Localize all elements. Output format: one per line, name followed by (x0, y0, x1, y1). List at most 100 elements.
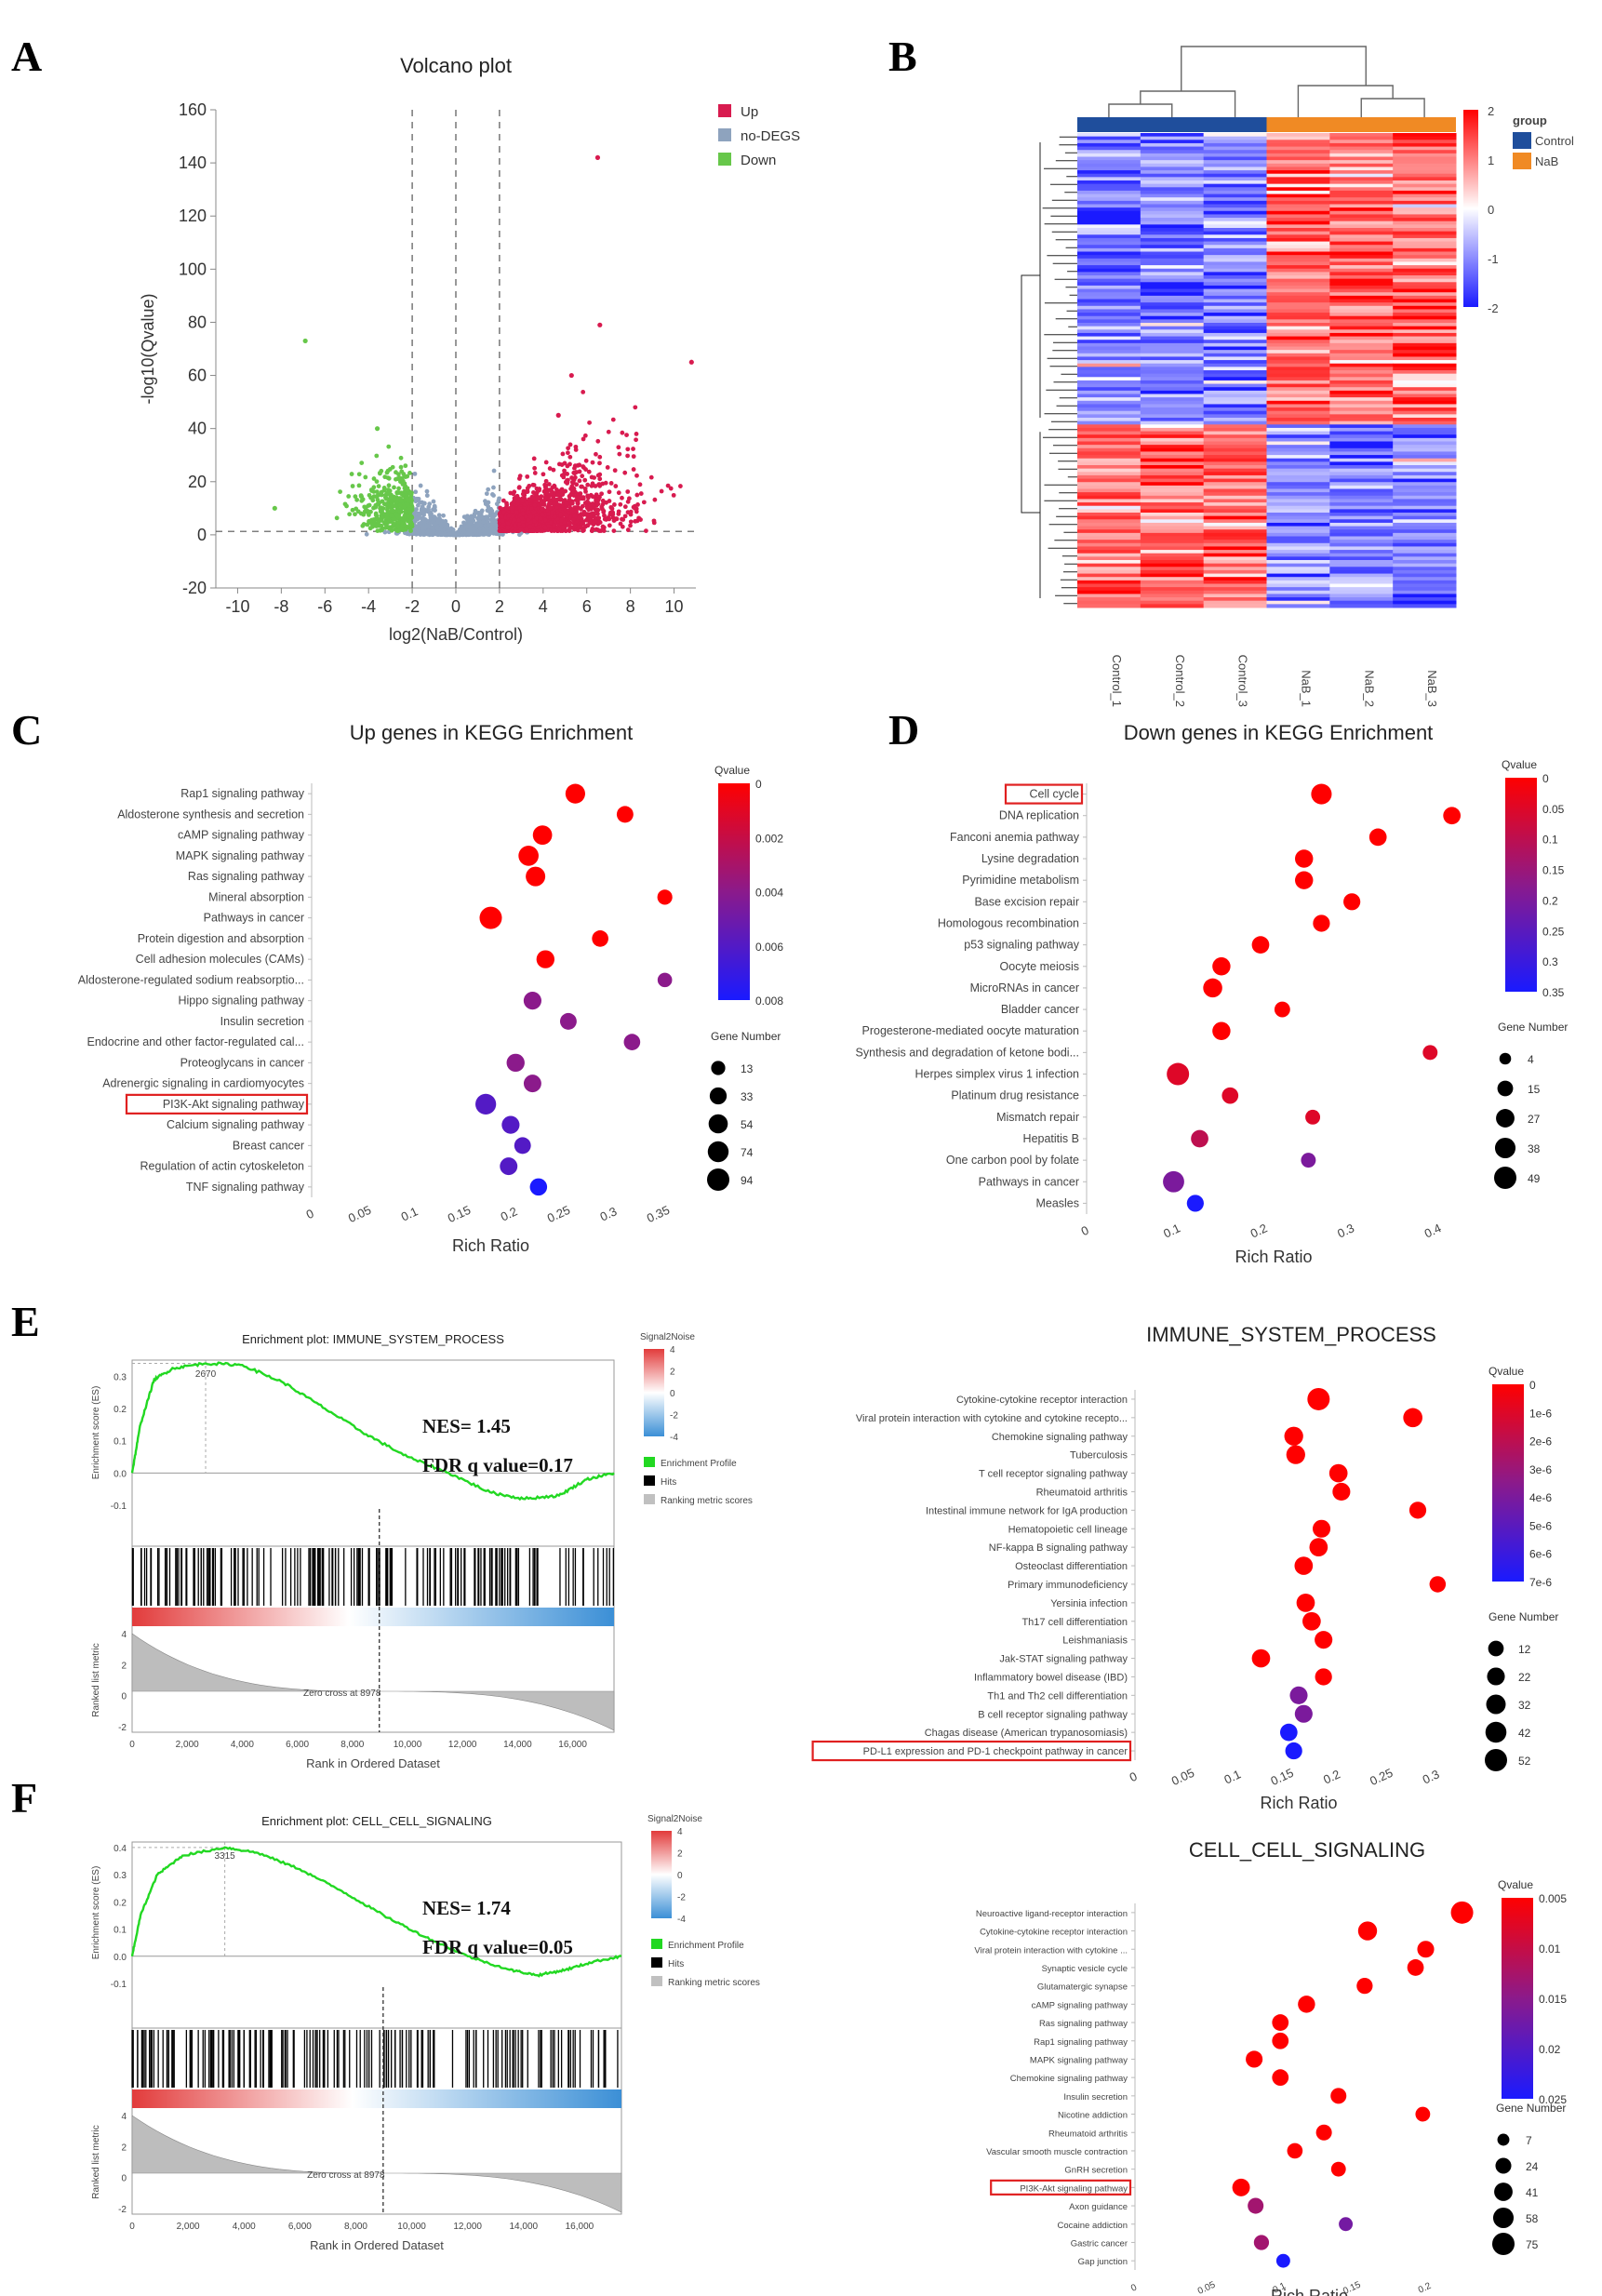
gsea-immune-plot: Enrichment plot: IMMUNE_SYSTEM_PROCESS0.… (91, 1332, 753, 1770)
group-legend-swatch (1513, 153, 1531, 169)
heatmap-cell (1203, 360, 1267, 365)
heatmap-cell (1140, 390, 1205, 394)
heatmap-cell (1393, 424, 1457, 429)
heatmap-cell (1329, 278, 1394, 283)
heatmap-cell (1393, 197, 1457, 202)
heatmap-cell (1077, 258, 1141, 262)
heatmap-cell (1203, 540, 1267, 544)
heatmap-cell (1077, 268, 1141, 273)
heatmap-cell (1329, 251, 1394, 256)
qvalue-title: Qvalue (1489, 1365, 1524, 1378)
rank-tick: 0 (129, 2222, 135, 2232)
heatmap-cell (1393, 140, 1457, 144)
point-up (651, 518, 657, 524)
heatmap-cell (1140, 522, 1205, 527)
heatmap-cell (1266, 370, 1330, 375)
x-tick-label: 0.3 (1335, 1221, 1356, 1240)
heatmap-cell (1329, 540, 1394, 544)
heatmap-cell (1140, 492, 1205, 497)
heatmap-cell (1393, 265, 1457, 270)
heatmap-cell (1266, 468, 1330, 473)
point-up (569, 525, 575, 530)
heatmap-cell (1077, 515, 1141, 520)
point-down (400, 516, 406, 522)
heatmap-cell (1393, 261, 1457, 266)
heatmap-cell (1266, 197, 1330, 202)
category-label: Endocrine and other factor-regulated cal… (87, 1035, 304, 1048)
heatmap-cell (1329, 577, 1394, 581)
category-label: Platinum drug resistance (951, 1089, 1079, 1102)
size-legend-title: Gene Number (711, 1030, 781, 1043)
metric-tick: -2 (118, 2205, 127, 2215)
heatmap-cell (1266, 180, 1330, 185)
x-tick-label: 0.3 (598, 1204, 620, 1223)
y-tick-label: 100 (179, 260, 207, 278)
heatmap-cell (1140, 170, 1205, 175)
heatmap-cell (1266, 560, 1330, 565)
point-up (506, 514, 512, 518)
heatmap-cell (1077, 177, 1141, 181)
category-label: GnRH secretion (1064, 2166, 1128, 2176)
heatmap-cell (1203, 190, 1267, 195)
rank-tick: 6,000 (286, 1740, 309, 1750)
point-nodeg (487, 509, 492, 514)
category-label: TNF signaling pathway (186, 1181, 305, 1194)
heatmap-cell (1140, 326, 1205, 330)
heatmap-cell (1266, 285, 1330, 290)
heatmap-cell (1329, 492, 1394, 497)
heatmap-cell (1077, 142, 1141, 148)
heatmap-cell (1329, 573, 1394, 578)
heatmap-cell (1329, 302, 1394, 307)
fdr-label: FDR q value=0.05 (422, 1936, 573, 1958)
heatmap-cell (1329, 397, 1394, 402)
heatmap-cell (1393, 234, 1457, 239)
dot (657, 972, 673, 988)
point-up (514, 510, 519, 514)
heatmap-cell (1329, 560, 1394, 565)
point-down (356, 472, 362, 477)
heatmap-cell (1077, 424, 1141, 429)
point-up (520, 519, 526, 525)
point-down (396, 472, 401, 477)
metric-tick: 2 (121, 1661, 127, 1671)
point-up (582, 433, 588, 438)
qvalue-title: Qvalue (1502, 758, 1537, 771)
category-label: MicroRNAs in cancer (970, 981, 1079, 994)
heatmap-cell (1266, 482, 1330, 487)
dot (523, 1075, 541, 1093)
dot (1275, 2253, 1290, 2268)
group-bar-nab (1266, 117, 1456, 132)
heatmap-cell (1077, 315, 1141, 320)
qvalue-tick: 0.1 (1542, 834, 1558, 847)
heatmap-cell (1329, 468, 1394, 473)
x-tick-label: 0.3 (1421, 1767, 1442, 1786)
point-up (620, 516, 624, 522)
heatmap-cell (1393, 326, 1457, 330)
heatmap-cell (1140, 332, 1205, 338)
heatmap-cell (1140, 380, 1205, 385)
heatmap-cell (1266, 224, 1330, 229)
heatmap-cell (1203, 247, 1267, 252)
heatmap-cell (1329, 146, 1394, 151)
point-up (602, 513, 607, 518)
heatmap-cell (1203, 580, 1267, 584)
heatmap-cell (1266, 187, 1330, 192)
rank-tick: 2,000 (177, 2222, 200, 2232)
heatmap-cell (1393, 394, 1457, 398)
dot (1294, 1704, 1313, 1723)
heatmap-cell (1077, 340, 1141, 344)
point-up (563, 479, 568, 485)
point-up (511, 491, 516, 497)
x-tick-label: -6 (317, 597, 332, 616)
point-up (569, 508, 575, 513)
heatmap-cell (1266, 492, 1330, 497)
point-up (551, 467, 556, 473)
heatmap-cell (1266, 190, 1330, 195)
point-up (625, 489, 631, 494)
heatmap: Control_1 Control_2 Control_3 NaB_1 NaB_2 NaB… (1021, 46, 1574, 707)
heatmap-cell (1203, 336, 1267, 340)
heatmap-cell (1393, 268, 1457, 273)
heatmap-cell (1203, 397, 1267, 402)
heatmap-cell (1077, 360, 1141, 365)
dot (1279, 1723, 1298, 1742)
